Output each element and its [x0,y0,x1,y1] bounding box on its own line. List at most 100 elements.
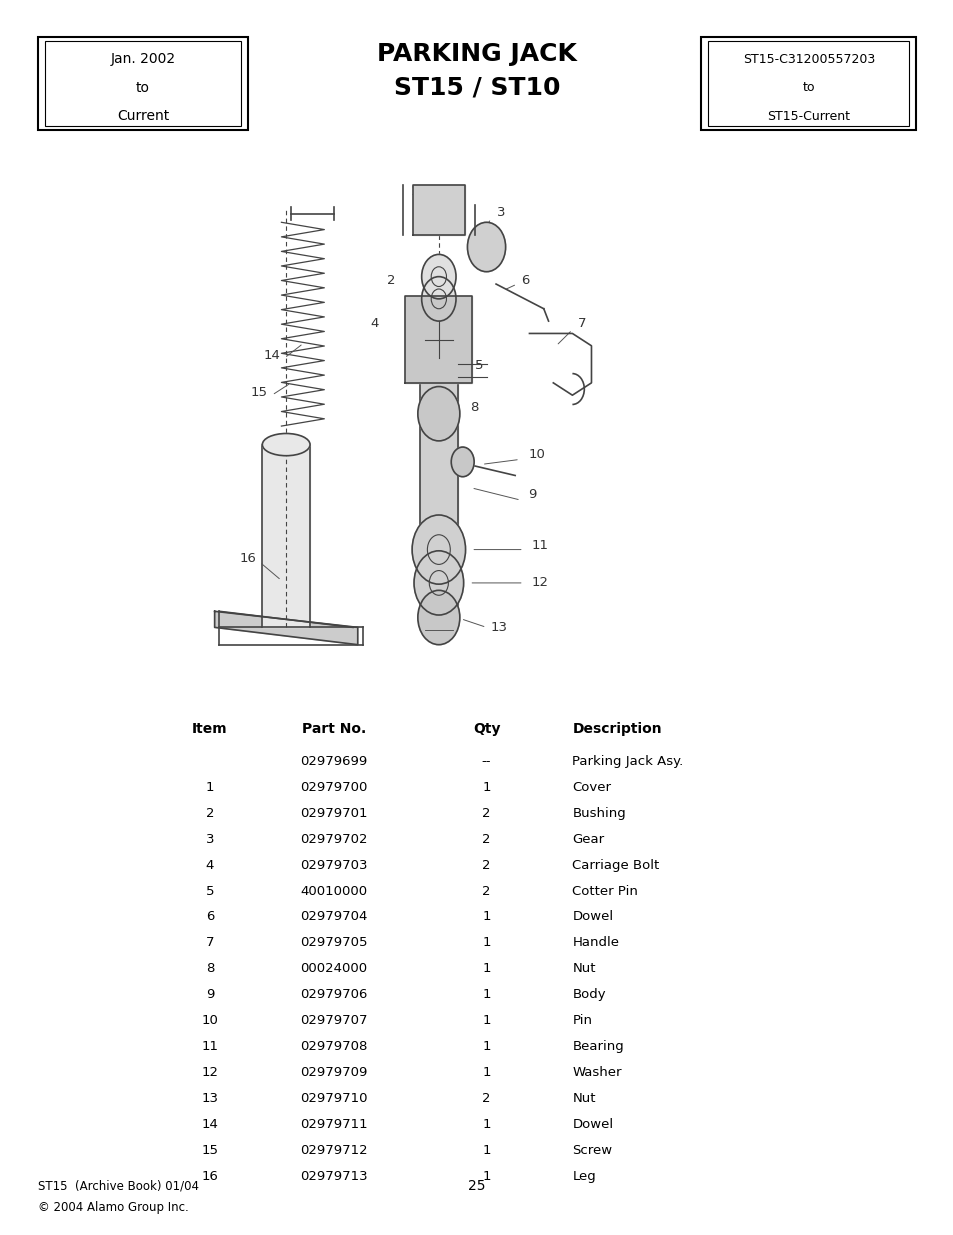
Text: 3: 3 [206,832,213,846]
Text: 2: 2 [482,858,490,872]
Text: 16: 16 [239,552,256,564]
Text: 02979699: 02979699 [300,755,367,768]
Text: 1: 1 [482,988,490,1002]
Text: 4: 4 [371,317,378,330]
FancyBboxPatch shape [707,41,908,126]
Text: 02979711: 02979711 [300,1118,367,1131]
Text: Gear: Gear [572,832,604,846]
Text: 5: 5 [206,884,213,898]
Text: 7: 7 [206,936,213,950]
Text: 2: 2 [387,274,395,287]
Text: 1: 1 [482,1014,490,1028]
Text: Leg: Leg [572,1170,596,1183]
Text: 15: 15 [201,1144,218,1157]
Text: 1: 1 [482,936,490,950]
Text: 14: 14 [201,1118,218,1131]
Text: Cover: Cover [572,781,611,794]
Text: Jan. 2002: Jan. 2002 [111,52,175,67]
Text: 12: 12 [201,1066,218,1079]
Text: to: to [136,80,150,95]
Text: Dowel: Dowel [572,910,613,924]
Text: Dowel: Dowel [572,1118,613,1131]
Text: 1: 1 [482,1144,490,1157]
Text: 6: 6 [206,910,213,924]
Text: 13: 13 [490,621,507,634]
Text: 14: 14 [263,350,280,362]
FancyBboxPatch shape [38,37,248,130]
FancyBboxPatch shape [700,37,915,130]
Text: 12: 12 [531,577,548,589]
Text: 02979713: 02979713 [300,1170,367,1183]
Text: Nut: Nut [572,962,596,976]
Text: Description: Description [572,722,661,736]
Text: 40010000: 40010000 [300,884,367,898]
Text: © 2004 Alamo Group Inc.: © 2004 Alamo Group Inc. [38,1202,189,1214]
Text: 1: 1 [482,781,490,794]
Text: Cotter Pin: Cotter Pin [572,884,638,898]
Circle shape [417,590,459,645]
Text: 1: 1 [482,1040,490,1053]
Text: 1: 1 [482,1066,490,1079]
Text: 9: 9 [528,488,536,500]
Text: Screw: Screw [572,1144,612,1157]
Text: --: -- [481,755,491,768]
Circle shape [421,277,456,321]
Text: 1: 1 [482,1170,490,1183]
Text: ST15  (Archive Book) 01/04: ST15 (Archive Book) 01/04 [38,1179,199,1192]
Text: Part No.: Part No. [301,722,366,736]
Circle shape [467,222,505,272]
Text: 2: 2 [482,884,490,898]
Text: 1: 1 [482,962,490,976]
Text: Parking Jack Asy.: Parking Jack Asy. [572,755,683,768]
Text: ST15 / ST10: ST15 / ST10 [394,75,559,100]
Text: 11: 11 [531,540,548,552]
Text: PARKING JACK: PARKING JACK [376,42,577,67]
FancyBboxPatch shape [45,41,241,126]
Text: 02979703: 02979703 [300,858,367,872]
Text: 02979705: 02979705 [300,936,367,950]
Text: Body: Body [572,988,605,1002]
Text: Handle: Handle [572,936,618,950]
Text: 02979706: 02979706 [300,988,367,1002]
Text: 02979707: 02979707 [300,1014,367,1028]
Circle shape [421,254,456,299]
Text: 16: 16 [201,1170,218,1183]
Text: 6: 6 [521,274,529,287]
Text: 02979710: 02979710 [300,1092,367,1105]
Text: Qty: Qty [473,722,499,736]
Text: 00024000: 00024000 [300,962,367,976]
Text: 02979712: 02979712 [300,1144,367,1157]
Circle shape [414,551,463,615]
Circle shape [412,515,465,584]
Text: 2: 2 [206,806,213,820]
Polygon shape [214,611,357,645]
Text: 3: 3 [497,206,504,219]
Text: 02979700: 02979700 [300,781,367,794]
Text: 02979704: 02979704 [300,910,367,924]
Text: to: to [801,82,815,94]
Polygon shape [262,445,310,627]
Text: 7: 7 [578,317,585,330]
Text: 13: 13 [201,1092,218,1105]
Text: Current: Current [117,109,169,124]
Polygon shape [405,296,472,383]
Text: ST15-Current: ST15-Current [766,110,850,122]
Text: 2: 2 [482,1092,490,1105]
Text: 2: 2 [482,806,490,820]
Text: Bearing: Bearing [572,1040,623,1053]
Circle shape [451,447,474,477]
Text: 1: 1 [482,1118,490,1131]
Text: 8: 8 [470,401,477,414]
Text: 8: 8 [206,962,213,976]
Text: 10: 10 [528,448,545,461]
Text: 1: 1 [411,185,418,198]
Text: 10: 10 [201,1014,218,1028]
Text: 11: 11 [201,1040,218,1053]
Text: 5: 5 [475,359,482,372]
Text: Washer: Washer [572,1066,621,1079]
Text: Carriage Bolt: Carriage Bolt [572,858,659,872]
Text: 9: 9 [206,988,213,1002]
Text: Pin: Pin [572,1014,592,1028]
Text: 1: 1 [482,910,490,924]
Text: 4: 4 [206,858,213,872]
